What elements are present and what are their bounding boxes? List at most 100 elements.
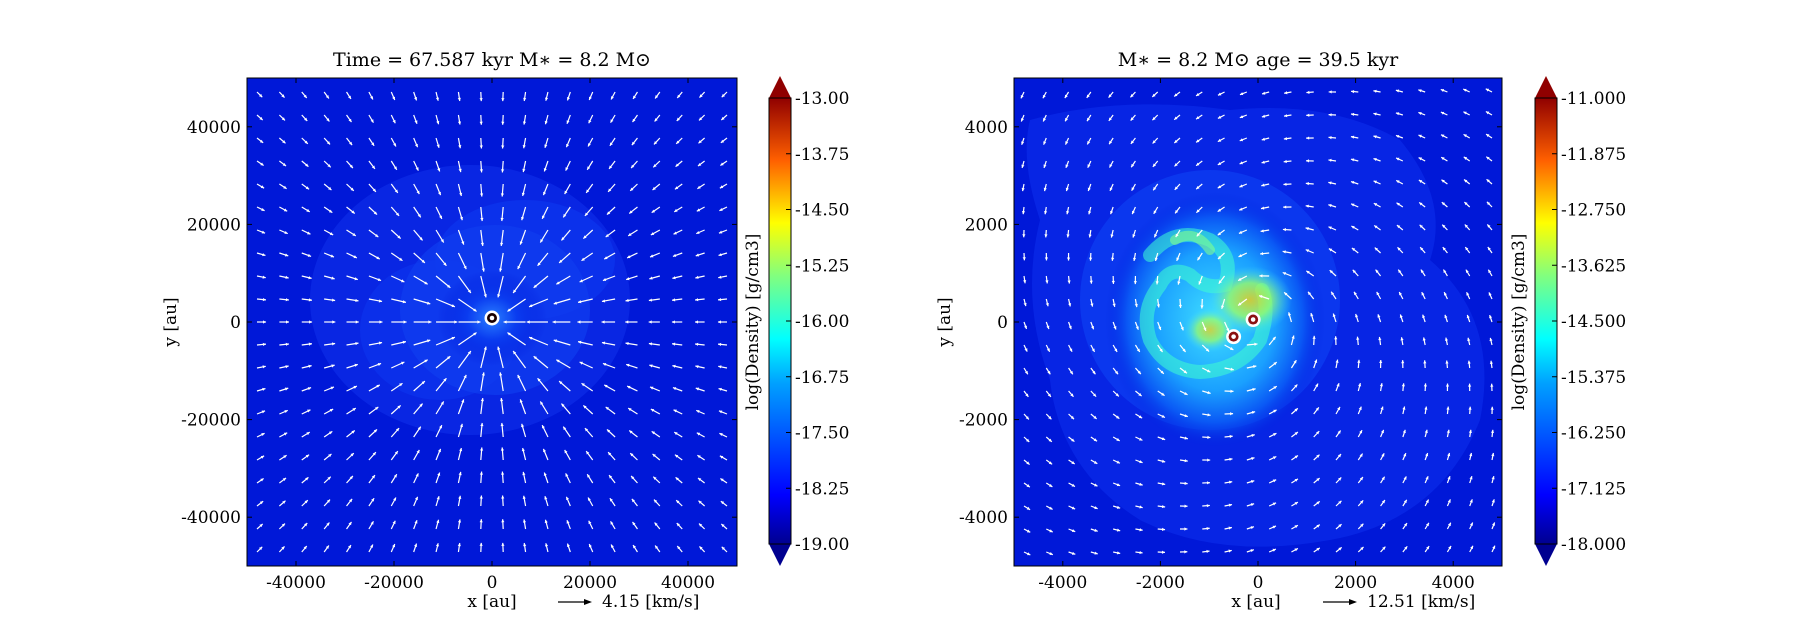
velocity-arrow-head <box>1161 459 1166 463</box>
velocity-arrow-head <box>653 141 658 145</box>
velocity-arrow-head <box>392 96 396 100</box>
velocity-arrow-head <box>1108 117 1112 121</box>
velocity-arrow-head <box>1174 93 1178 97</box>
velocity-arrow-head <box>376 384 380 388</box>
velocity-arrow-head <box>351 210 355 214</box>
y-tick-label: 0 <box>230 313 241 333</box>
velocity-arrow-head <box>507 308 511 312</box>
velocity-arrow-head <box>559 259 563 263</box>
velocity-arrow-head <box>260 478 264 482</box>
velocity-arrow-head <box>1337 406 1340 411</box>
velocity-arrow-head <box>1250 549 1254 553</box>
velocity-arrow-head <box>417 426 421 431</box>
velocity-arrow-head <box>1360 500 1364 504</box>
velocity-arrow-head <box>304 523 308 527</box>
velocity-arrow-head <box>699 94 703 98</box>
velocity-arrow-head <box>588 497 591 501</box>
velocity-arrow-head <box>458 471 462 476</box>
velocity-arrow-head <box>1487 224 1491 228</box>
velocity-arrow-head <box>284 230 288 234</box>
velocity-arrow-head <box>1228 503 1233 507</box>
velocity-arrow-head <box>414 97 418 101</box>
velocity-arrow-head <box>479 193 484 197</box>
velocity-arrow-head <box>1071 461 1075 465</box>
velocity-arrow-head <box>1444 337 1449 341</box>
velocity-arrow-head <box>454 320 458 324</box>
velocity-arrow-head <box>1374 225 1378 229</box>
velocity-arrow-head <box>1021 164 1025 168</box>
panel-1-x-ticks: -40000 -20000 0 20000 40000 <box>266 78 715 593</box>
velocity-arrow-head <box>1294 548 1298 552</box>
velocity-arrow-head <box>463 265 467 270</box>
velocity-arrow-head <box>1294 502 1298 505</box>
velocity-arrow-head <box>307 253 312 257</box>
velocity-arrow-head <box>347 545 351 549</box>
velocity-arrow-head <box>1198 281 1202 285</box>
velocity-arrow-head <box>1045 280 1049 284</box>
velocity-arrow-head <box>1338 477 1342 481</box>
velocity-arrow-head <box>650 232 655 235</box>
velocity-arrow <box>512 275 527 294</box>
velocity-arrow-head <box>653 164 657 168</box>
velocity-arrow-head <box>1069 348 1073 352</box>
panel-2-velocity-key: 12.51 [km/s] <box>1323 592 1475 612</box>
velocity-arrow-head <box>1441 134 1445 138</box>
velocity-arrow-head <box>371 142 375 146</box>
velocity-arrow-head <box>632 521 636 526</box>
velocity-arrow-head <box>1448 545 1452 550</box>
colorbar-tick-label: -16.00 <box>795 312 849 332</box>
velocity-arrow-head <box>374 406 379 411</box>
velocity-arrow-head <box>1262 91 1266 95</box>
velocity-arrow-head <box>497 294 501 298</box>
velocity-arrow-head <box>697 185 701 189</box>
velocity-arrow-head <box>1380 406 1384 410</box>
velocity-arrow-head <box>583 235 587 239</box>
velocity-arrow-head <box>1351 203 1355 207</box>
velocity-arrow-head <box>1338 547 1342 551</box>
velocity-arrow-head <box>1254 342 1258 346</box>
velocity-arrow-head <box>626 363 630 367</box>
velocity-arrow-head <box>259 501 264 505</box>
panel-1-colorbar-ticks: -13.00 -13.75 -14.50 -15.25 -16.00 -16.75 -17.… <box>786 89 849 555</box>
velocity-arrow <box>435 298 456 308</box>
velocity-arrow-head <box>1226 328 1230 332</box>
velocity-arrow-head <box>479 169 483 173</box>
velocity-arrow-head <box>698 140 702 144</box>
velocity-arrow-head <box>1021 211 1026 215</box>
velocity-arrow-head <box>327 164 331 168</box>
velocity-arrow-head <box>1442 247 1446 251</box>
velocity-arrow-head <box>416 449 420 454</box>
velocity-arrow-head <box>1175 233 1179 238</box>
velocity-arrow-head <box>1045 302 1049 307</box>
velocity-arrow-head <box>1160 370 1164 374</box>
velocity-arrow-head <box>1091 348 1095 352</box>
velocity-arrow-head <box>1316 454 1320 458</box>
x-tick-label: -40000 <box>266 573 326 593</box>
velocity-arrow-head <box>1358 383 1362 387</box>
velocity-arrow-head <box>1048 416 1052 420</box>
velocity-arrow-head <box>479 542 483 546</box>
velocity-arrow-head <box>1154 257 1158 261</box>
velocity-arrow-head <box>424 281 428 285</box>
velocity-arrow-head <box>328 186 332 191</box>
velocity-arrow-head <box>1272 456 1277 460</box>
velocity-arrow-head <box>1381 476 1385 481</box>
velocity-arrow-head <box>348 118 352 123</box>
velocity-arrow-head <box>1089 257 1093 261</box>
velocity-arrow-head <box>458 145 462 149</box>
velocity-arrow-head <box>1282 228 1287 232</box>
velocity-arrow-head <box>720 162 724 166</box>
velocity-arrow-head <box>424 359 428 363</box>
x-tick-label: 0 <box>487 573 498 593</box>
velocity-arrow-head <box>1272 336 1276 341</box>
velocity-arrow-head <box>443 262 447 266</box>
velocity-arrow-head <box>588 544 592 548</box>
velocity-arrow-head <box>1421 292 1425 296</box>
velocity-arrow-head <box>1422 337 1426 341</box>
velocity-arrow-head <box>1138 415 1143 419</box>
velocity-arrow-head <box>417 213 421 218</box>
velocity-arrow-head <box>306 432 310 436</box>
velocity-arrow-head <box>1419 224 1423 229</box>
velocity-arrow-head <box>1130 140 1134 144</box>
velocity-arrow-head <box>1328 113 1332 117</box>
